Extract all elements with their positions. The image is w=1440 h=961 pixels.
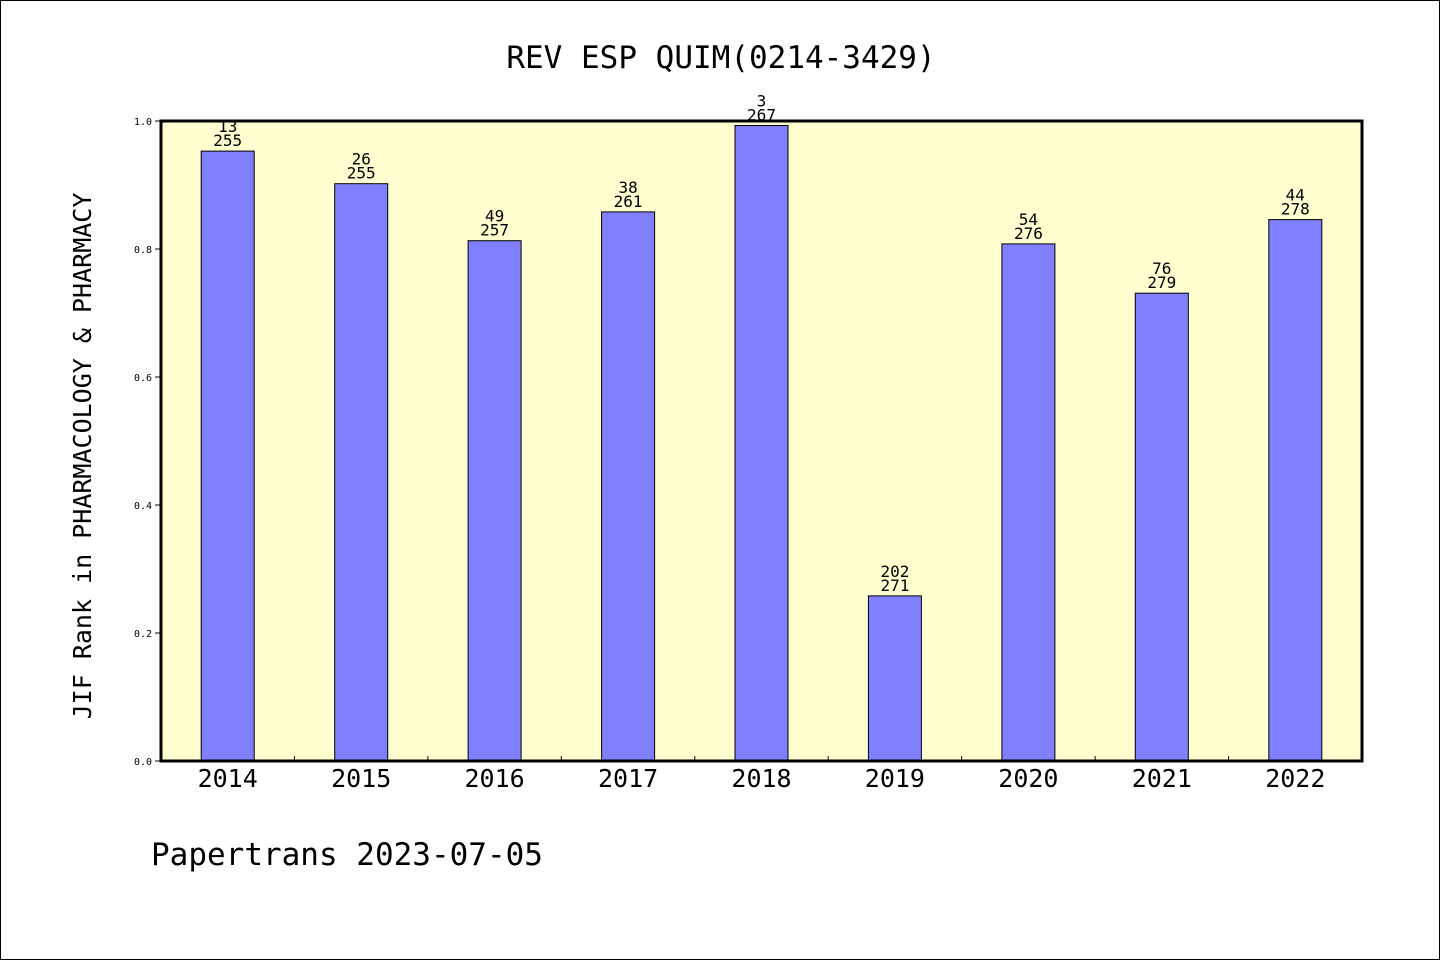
bar-rank-label: 49	[485, 207, 504, 226]
bar-rank-label: 54	[1019, 210, 1038, 229]
x-tick-label: 2015	[331, 764, 391, 793]
chart-title: REV ESP QUIM(0214-3429)	[506, 40, 935, 76]
bar-2018	[734, 125, 789, 762]
footer-text: Papertrans 2023-07-05	[151, 837, 543, 873]
bar-2017	[601, 211, 656, 762]
bar-2021	[1134, 292, 1189, 762]
y-tick-label: 0.8	[134, 245, 152, 256]
bar-labels-group: 1325526255492573826132672022715427676279…	[213, 92, 1310, 595]
bar-rank-label: 3	[757, 92, 767, 111]
bar-2016	[467, 240, 522, 762]
x-tick-label: 2018	[731, 764, 791, 793]
x-tick-label: 2019	[865, 764, 925, 793]
bar-2015	[334, 183, 389, 762]
bar-total-label: 261	[614, 192, 643, 211]
bar-total-label: 271	[880, 576, 909, 595]
x-tick-label: 2020	[998, 764, 1058, 793]
plot-frame	[159, 119, 1364, 763]
y-tick-label: 0.2	[134, 629, 152, 640]
bar-2020	[1001, 243, 1056, 762]
x-tick-label: 2014	[198, 764, 258, 793]
y-tick-label: 0.0	[134, 757, 152, 768]
y-tick-label: 0.6	[134, 373, 152, 384]
bar-total-label: 278	[1281, 200, 1310, 219]
x-tick-label: 2022	[1265, 764, 1325, 793]
bar-2022	[1268, 219, 1323, 762]
x-tick-label: 2016	[464, 764, 524, 793]
y-axis: 0.0 0.2 0.4 0.6 0.8 1.0	[134, 117, 161, 768]
y-tick-label: 1.0	[134, 117, 152, 128]
bars-group	[200, 125, 1323, 762]
x-tick-label: 2021	[1132, 764, 1192, 793]
bar-rank-label: 202	[880, 562, 909, 581]
bar-rank-label: 38	[618, 178, 637, 197]
y-tick-label: 0.4	[134, 501, 152, 512]
bar-2014	[200, 150, 255, 762]
bar-rank-label: 76	[1152, 259, 1171, 278]
bar-total-label: 257	[480, 221, 509, 240]
bar-total-label: 279	[1147, 273, 1176, 292]
bar-rank-label: 44	[1286, 186, 1305, 205]
bar-total-label: 255	[347, 164, 376, 183]
bar-rank-label: 26	[352, 150, 371, 169]
y-axis-label: JIF Rank in PHARMACOLOGY & PHARMACY	[68, 193, 97, 720]
bar-total-label: 255	[213, 131, 242, 150]
bar-2019	[867, 595, 922, 762]
x-axis: 2014 2015 2016 2017 2018 2019 2020 2021 2022	[198, 756, 1325, 793]
bar-total-label: 276	[1014, 224, 1043, 243]
x-tick-label: 2017	[598, 764, 658, 793]
